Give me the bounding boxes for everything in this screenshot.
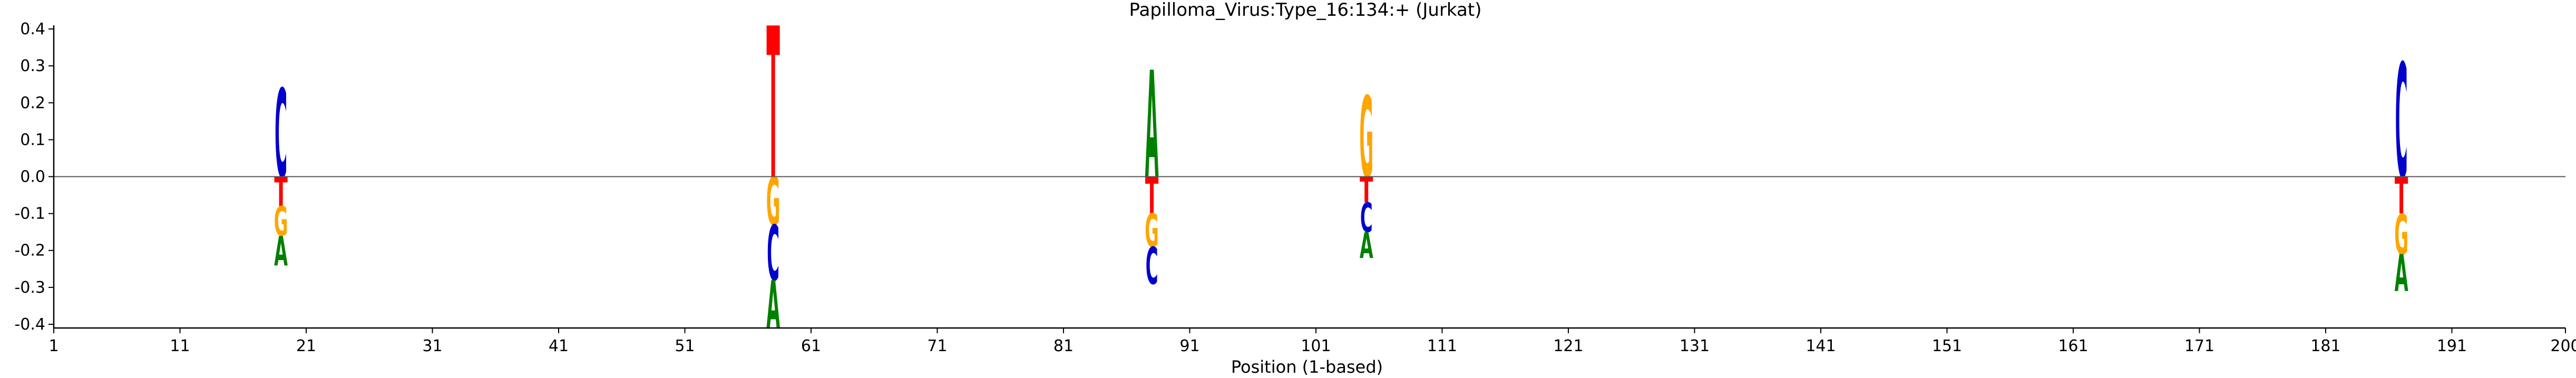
x-tick-label: 21 — [296, 337, 316, 355]
logo-letter-A: A — [1360, 225, 1373, 266]
x-tick-label: 171 — [2184, 337, 2214, 355]
logo-letter-T: T — [766, 0, 780, 225]
y-tick-label: -0.3 — [14, 278, 45, 297]
chart-title: Papilloma_Virus:Type_16:134:+ (Jurkat) — [1129, 0, 1482, 21]
logo-letter-G: G — [2394, 203, 2408, 267]
logo-letter-C: C — [275, 64, 287, 205]
logo-letter-A: A — [766, 267, 780, 344]
logo-letter-G: G — [1145, 205, 1159, 258]
x-tick-label: 151 — [1932, 337, 1962, 355]
x-tick-label: 181 — [2310, 337, 2340, 355]
x-tick-label: 11 — [170, 337, 190, 355]
y-tick-label: -0.4 — [14, 315, 45, 334]
x-tick-label: 191 — [2437, 337, 2467, 355]
logo-letter-G: G — [274, 198, 288, 245]
logo-letter-A: A — [1145, 41, 1159, 211]
x-tick-label: 101 — [1301, 337, 1331, 355]
x-tick-label: 200 — [2550, 337, 2576, 355]
x-tick-label: 71 — [927, 337, 947, 355]
x-tick-label: 31 — [422, 337, 442, 355]
x-tick-label: 51 — [675, 337, 695, 355]
logo-letter-C: C — [2395, 31, 2408, 214]
x-axis-ticks: 1 11 21 31 41 51 61 71 81 91 101 111 121 131 141 151 161… — [48, 328, 2576, 355]
x-tick-label: 91 — [1179, 337, 1199, 355]
logo-letter-C: C — [1146, 236, 1158, 296]
logo-letter-C: C — [767, 210, 779, 298]
y-tick-label: 0.3 — [20, 57, 45, 75]
x-tick-label: 111 — [1427, 337, 1457, 355]
logo-letter-A: A — [2395, 244, 2408, 303]
y-tick-label: -0.1 — [14, 205, 45, 223]
y-tick-label: 0.4 — [20, 20, 45, 38]
x-tick-label: 41 — [549, 337, 569, 355]
x-tick-label: 131 — [1680, 337, 1710, 355]
y-tick-label: -0.2 — [14, 242, 45, 260]
x-tick-label: 121 — [1553, 337, 1583, 355]
y-axis-ticks: -0.4 -0.3 -0.2 -0.1 0.0 0.1 0.2 0.3 0.4 — [14, 20, 54, 334]
y-tick-label: 0.2 — [20, 94, 45, 112]
x-tick-label: 81 — [1053, 337, 1074, 355]
x-tick-label: 61 — [801, 337, 821, 355]
logo-letter-G: G — [1359, 74, 1373, 203]
x-tick-label: 1 — [48, 337, 58, 355]
y-tick-label: 0.1 — [20, 131, 45, 149]
x-axis-label: Position (1-based) — [1231, 357, 1383, 377]
x-tick-label: 161 — [2058, 337, 2088, 355]
y-tick-label: 0.0 — [20, 168, 45, 186]
logo-letter-C: C — [1360, 194, 1373, 242]
x-tick-label: 141 — [1806, 337, 1836, 355]
logo-letter-A: A — [274, 227, 288, 274]
